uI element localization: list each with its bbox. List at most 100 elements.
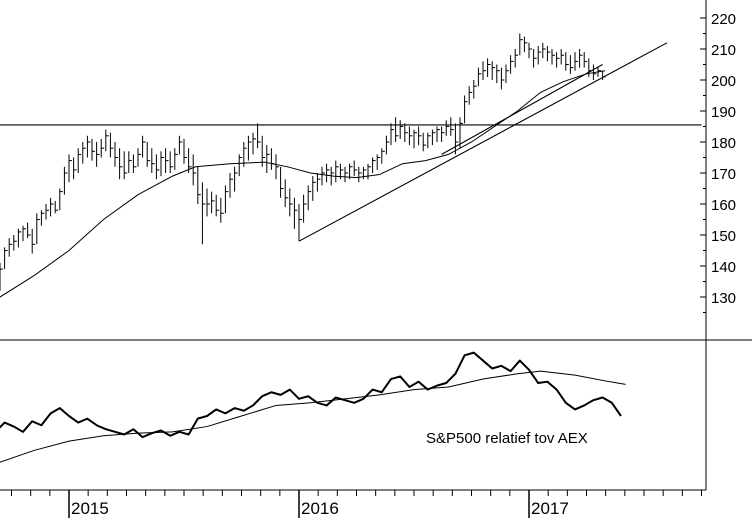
price-bar xyxy=(321,166,325,186)
price-bar xyxy=(36,213,40,245)
price-bar xyxy=(119,148,123,180)
price-bar xyxy=(326,163,330,183)
trendline xyxy=(441,64,603,155)
price-y-tick-label: 220 xyxy=(711,11,736,28)
price-bar xyxy=(390,123,394,146)
price-bar xyxy=(312,176,316,201)
price-bar xyxy=(344,166,348,183)
price-y-tick-label: 210 xyxy=(711,42,736,59)
price-bar xyxy=(59,188,63,211)
price-bar xyxy=(482,61,486,80)
price-bar xyxy=(372,157,376,173)
price-bar xyxy=(165,148,169,173)
price-bar xyxy=(381,148,385,164)
price-bar xyxy=(100,138,105,158)
price-bar xyxy=(464,95,468,124)
price-bar xyxy=(473,80,477,99)
price-bar xyxy=(178,135,183,155)
price-bar xyxy=(31,228,36,254)
price-bar xyxy=(349,163,353,180)
price-bar xyxy=(86,135,91,158)
price-panel xyxy=(0,33,702,298)
price-bar xyxy=(422,132,427,152)
price-bar xyxy=(91,138,95,161)
price-bar xyxy=(151,148,155,173)
price-bar xyxy=(358,166,362,183)
price-bar xyxy=(537,45,542,65)
price-bar xyxy=(362,166,367,180)
price-bar xyxy=(280,166,284,198)
price-bar xyxy=(528,42,532,59)
price-y-tick-label: 150 xyxy=(711,228,736,245)
price-bar xyxy=(542,42,546,59)
price-bar xyxy=(510,55,514,74)
price-bar xyxy=(385,135,390,155)
price-bar xyxy=(211,191,215,214)
price-bar xyxy=(408,126,413,146)
price-y-tick-label: 140 xyxy=(711,259,736,276)
price-bar xyxy=(579,49,583,68)
price-bar xyxy=(505,64,509,84)
trendline xyxy=(298,42,668,242)
price-bar xyxy=(229,173,233,198)
price-bar xyxy=(316,173,321,192)
price-bar xyxy=(201,182,206,245)
price-bar xyxy=(4,247,8,270)
price-bar xyxy=(602,70,606,80)
price-bar xyxy=(77,148,82,173)
price-bar xyxy=(284,179,289,208)
time-axis-year-label: 2017 xyxy=(531,499,569,518)
price-bar xyxy=(247,135,252,161)
price-bar xyxy=(459,117,463,149)
price-y-tick-label: 180 xyxy=(711,135,736,152)
price-bar xyxy=(353,160,358,177)
price-bar xyxy=(105,129,109,152)
price-bar xyxy=(560,49,565,65)
price-bar xyxy=(487,58,491,77)
relative-strength-average-line xyxy=(0,370,626,463)
price-bar xyxy=(160,151,164,177)
price-bar xyxy=(418,126,422,146)
price-bar xyxy=(427,132,431,149)
price-bar xyxy=(261,135,266,167)
price-bar xyxy=(82,142,86,164)
price-bar xyxy=(114,142,118,167)
price-bar xyxy=(376,154,381,170)
price-bar xyxy=(496,64,500,84)
price-bar xyxy=(109,132,114,158)
price-bar xyxy=(8,238,13,257)
price-bar xyxy=(275,154,279,180)
price-bar xyxy=(174,148,178,170)
price-bar xyxy=(307,185,312,211)
price-bar xyxy=(68,154,72,183)
price-bar xyxy=(266,145,270,173)
time-axis-year-label: 2015 xyxy=(71,499,109,518)
price-bar xyxy=(270,148,275,170)
price-bar xyxy=(533,49,537,68)
price-bar xyxy=(500,67,505,90)
price-bar xyxy=(45,204,49,220)
price-y-tick-label: 170 xyxy=(711,166,736,183)
price-y-tick-label: 200 xyxy=(711,73,736,90)
price-bar xyxy=(404,123,408,142)
price-bar xyxy=(252,132,256,155)
relative-strength-caption: S&P500 relatief tov AEX xyxy=(426,430,588,447)
price-bar xyxy=(293,197,298,229)
price-bar xyxy=(238,154,243,177)
price-bar xyxy=(491,61,496,80)
price-bar xyxy=(220,197,224,223)
price-bar xyxy=(395,117,399,142)
price-bar xyxy=(519,33,523,56)
price-bar xyxy=(289,188,293,217)
price-bar xyxy=(335,160,339,183)
price-bar xyxy=(123,151,128,180)
price-bar xyxy=(569,55,574,74)
price-bar xyxy=(73,157,77,180)
price-bar xyxy=(169,151,174,173)
price-bar xyxy=(22,225,26,242)
price-bar xyxy=(454,123,459,155)
price-bar xyxy=(367,163,371,180)
price-bar xyxy=(96,142,100,167)
